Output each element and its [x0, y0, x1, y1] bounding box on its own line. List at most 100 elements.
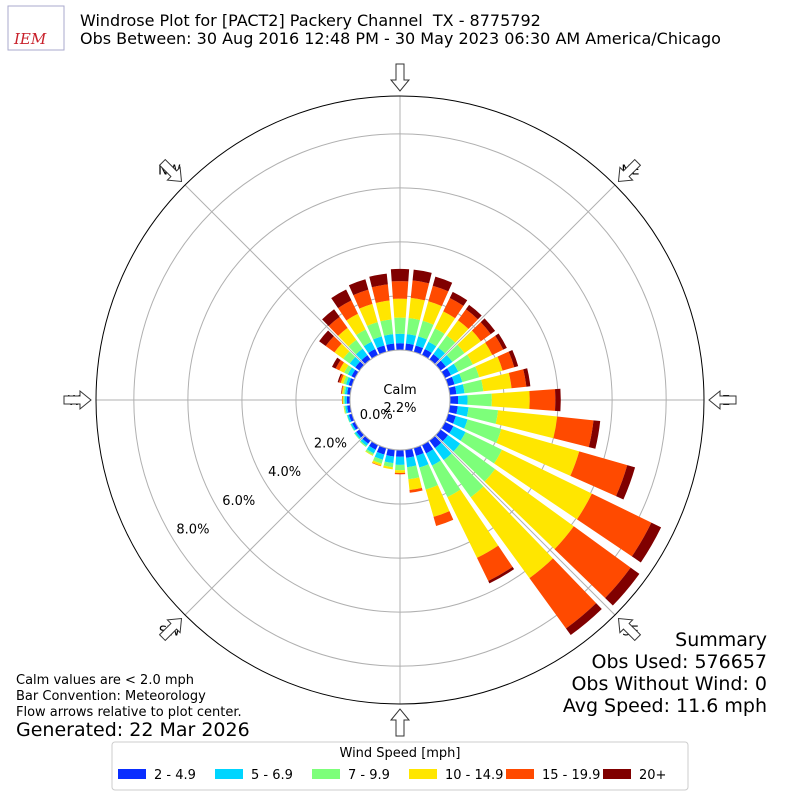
bar-segment: [394, 317, 406, 334]
bar-segment: [350, 424, 355, 431]
bar-segment: [360, 438, 369, 446]
bar-segment: [396, 343, 404, 351]
bar-segment: [347, 414, 352, 423]
bar-segment: [394, 470, 406, 473]
bar-segment: [419, 464, 438, 490]
bar-segment: [443, 453, 484, 498]
r-tick-label: 6.0%: [222, 494, 255, 509]
bar-segment: [421, 441, 434, 454]
bar-segment: [391, 281, 409, 299]
flow-arrow: [63, 389, 92, 411]
bar-segment: [348, 279, 369, 296]
bar-segment: [410, 280, 430, 301]
bar-segment: [508, 369, 527, 389]
bar-segment: [356, 429, 365, 438]
bar-segment: [451, 373, 463, 385]
bar-segment: [334, 343, 350, 359]
bar-segment: [348, 413, 355, 422]
bar-segment: [553, 416, 594, 448]
bar-segment: [372, 460, 382, 466]
bar-segment: [446, 344, 465, 362]
note: Bar Convention: Meteorology: [16, 689, 206, 704]
bar-segment: [343, 396, 345, 404]
logo-box: [7, 5, 65, 51]
bar-segment: [369, 273, 388, 288]
bar-segment: [413, 445, 424, 456]
calm-circle: [349, 349, 451, 451]
r-tick-label: 0.0%: [360, 408, 393, 423]
bar-segment: [429, 354, 440, 365]
bar-segment: [631, 522, 662, 563]
bar-segment: [438, 335, 456, 354]
bar-segment: [433, 347, 446, 360]
bar-segment: [383, 334, 395, 345]
bar-segment: [426, 449, 441, 466]
bar-segment: [432, 276, 453, 292]
bar-segment: [338, 327, 357, 347]
bar-segment: [425, 485, 450, 517]
bar-segment: [462, 379, 484, 394]
bar-segment: [480, 318, 496, 335]
bar-segment: [354, 431, 362, 439]
spoke: [435, 435, 616, 616]
bar-segment: [344, 396, 347, 404]
bar-segment: [447, 363, 459, 376]
bar-segment: [361, 355, 371, 365]
bar-segment: [351, 369, 359, 379]
bar-segment: [449, 426, 466, 441]
bar-segment: [373, 456, 383, 464]
outer-ring: [95, 95, 705, 705]
bar-segment: [367, 322, 382, 340]
bar-segment: [331, 357, 341, 369]
bar-segment: [422, 301, 442, 325]
flow-arrow: [389, 708, 411, 737]
legend-label: 20+: [639, 768, 666, 783]
bar-segment: [465, 304, 482, 320]
bar-segment: [456, 406, 469, 417]
bar-segment: [464, 419, 502, 443]
flow-arrow: [708, 389, 737, 411]
bar-segment: [433, 511, 454, 526]
bar-segment: [375, 300, 392, 322]
bar-segment: [342, 395, 344, 405]
generated: Generated: 22 Mar 2026: [16, 719, 250, 741]
bar-segment: [565, 603, 602, 636]
bar-segment: [348, 378, 355, 387]
bar-segment: [408, 297, 425, 321]
bar-segment: [349, 356, 361, 368]
r-tick-label: 2.0%: [314, 436, 347, 451]
bar-segment: [341, 385, 344, 394]
bar-segment: [369, 441, 379, 450]
bar-segment: [495, 410, 558, 439]
flow-arrow: [617, 617, 642, 642]
bar-segment: [346, 415, 350, 423]
r-tick-label: 4.0%: [268, 465, 301, 480]
summary-line: Avg Speed: 11.6 mph: [563, 695, 767, 717]
bar-segment: [447, 489, 499, 558]
bar-segment: [355, 361, 365, 371]
legend-swatch: [118, 769, 146, 779]
bar-segment: [471, 322, 491, 342]
bar-segment: [415, 336, 427, 349]
bar-segment: [441, 421, 454, 434]
bar-segment: [443, 297, 464, 319]
bar-segment: [409, 487, 423, 493]
bar-segment: [467, 342, 493, 365]
bar-segment: [335, 359, 344, 371]
bar-segment: [359, 303, 378, 326]
flow-arrow: [158, 617, 183, 642]
bar-segment: [457, 309, 478, 330]
bar-segment: [460, 431, 503, 464]
bar-segment: [328, 316, 348, 336]
bar-segment: [341, 385, 345, 395]
bar-segment: [365, 450, 374, 456]
bar-segment: [434, 311, 456, 334]
bar-segment: [353, 289, 373, 309]
bar-segment: [383, 465, 393, 470]
note: Flow arrows relative to plot center.: [16, 705, 242, 720]
bar-segment: [345, 377, 352, 386]
bar-segment: [449, 291, 468, 306]
bar-segment: [496, 429, 580, 476]
calm-label: Calm: [383, 383, 416, 398]
